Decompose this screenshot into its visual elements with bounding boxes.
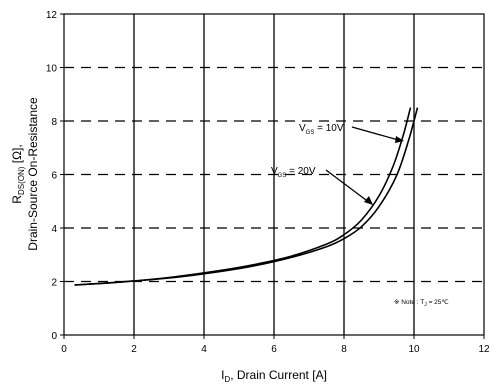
series-layer <box>74 107 419 286</box>
x-tick-label: 10 <box>408 344 420 355</box>
y-axis-title-line2: Drain-Source On-Resistance <box>26 97 40 251</box>
note-text: ※ Note : TJ = 25℃ <box>394 299 449 308</box>
y-tick-label: 4 <box>51 224 57 235</box>
annotation-arrowhead-vgs-10v <box>395 136 404 143</box>
y-tick-label: 8 <box>51 117 57 128</box>
annotation-vgs-10v: VGS = 10V <box>299 123 344 136</box>
y-tick-label: 12 <box>46 10 58 21</box>
series-line-vgs-20v <box>74 107 419 286</box>
annotation-arrow-vgs-10v <box>351 126 403 142</box>
annotation-vgs-20v: VGS = 20V <box>271 166 316 179</box>
y-tick-label: 6 <box>51 171 57 182</box>
y-tick-label: 0 <box>51 331 57 342</box>
x-tick-label: 0 <box>61 344 67 355</box>
x-tick-label: 8 <box>341 344 347 355</box>
y-axis-title-line1: RDS(ON) [Ω], <box>10 144 26 203</box>
annotation-arrow-vgs-20v <box>325 169 371 204</box>
x-axis-title: ID, Drain Current [A] <box>221 368 327 384</box>
annotation-arrowhead-vgs-20v <box>364 196 373 205</box>
y-tick-label: 2 <box>51 278 57 289</box>
y-tick-label: 10 <box>46 64 58 75</box>
x-tick-label: 4 <box>201 344 207 355</box>
x-tick-label: 2 <box>131 344 137 355</box>
tick-layer: 0 2 4 6 8 10 12 0 2 4 6 8 10 12 <box>46 10 490 355</box>
x-tick-label: 12 <box>478 344 490 355</box>
x-tick-label: 6 <box>271 344 277 355</box>
